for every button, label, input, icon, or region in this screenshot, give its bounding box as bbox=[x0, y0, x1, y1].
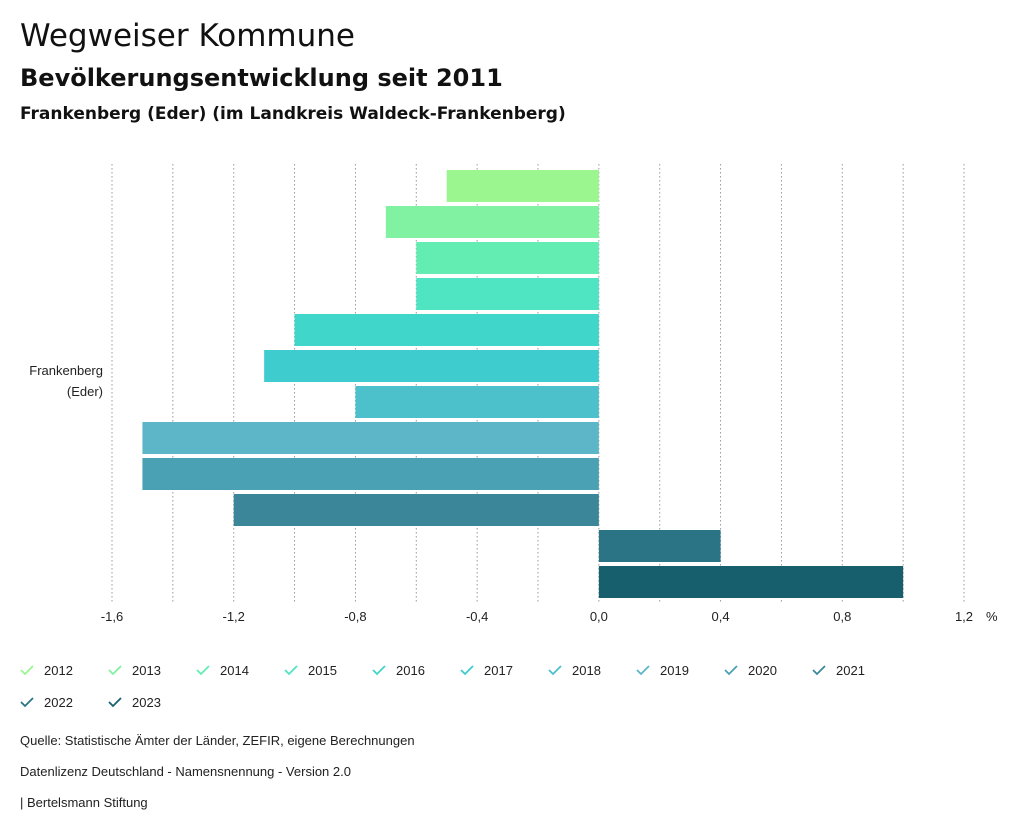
license-note: Datenlizenz Deutschland - Namensnennung … bbox=[20, 764, 351, 779]
bar-chart: -1,6 -1,2 -0,8 -0,4 0,0 0,4 0,8 1,2 % Frankenbe… bbox=[29, 164, 998, 624]
checkmark-icon bbox=[108, 697, 122, 708]
bar-2013[interactable] bbox=[385, 206, 599, 238]
legend-label: 2020 bbox=[748, 662, 777, 678]
legend-label: 2015 bbox=[308, 662, 337, 678]
legend-label: 2013 bbox=[132, 662, 161, 678]
publisher-note: | Bertelsmann Stiftung bbox=[20, 795, 148, 810]
legend-label: 2022 bbox=[44, 694, 73, 710]
checkmark-icon bbox=[196, 665, 210, 676]
legend-item-2016[interactable]: 2016 bbox=[372, 660, 425, 680]
legend-label: 2018 bbox=[572, 662, 601, 678]
x-tick-label: 0,0 bbox=[590, 609, 608, 624]
x-tick-label: 0,4 bbox=[712, 609, 730, 624]
checkmark-icon bbox=[724, 665, 738, 676]
legend-label: 2021 bbox=[836, 662, 865, 678]
legend-item-2012[interactable]: 2012 bbox=[20, 660, 73, 680]
legend-label: 2023 bbox=[132, 694, 161, 710]
legend-item-2021[interactable]: 2021 bbox=[812, 660, 865, 680]
bar-2016[interactable] bbox=[294, 314, 599, 346]
checkmark-icon bbox=[284, 665, 298, 676]
checkmark-icon bbox=[108, 665, 122, 676]
x-tick-label: 0,8 bbox=[833, 609, 851, 624]
checkmark-icon bbox=[20, 665, 34, 676]
x-axis-unit-label: % bbox=[986, 609, 998, 624]
page-title: Wegweiser Kommune bbox=[20, 18, 355, 54]
checkmark-icon bbox=[636, 665, 650, 676]
bar-2022[interactable] bbox=[598, 530, 721, 562]
legend-item-2015[interactable]: 2015 bbox=[284, 660, 337, 680]
legend-item-2022[interactable]: 2022 bbox=[20, 692, 73, 712]
bar-2015[interactable] bbox=[416, 278, 599, 310]
bar-2014[interactable] bbox=[416, 242, 599, 274]
bar-2017[interactable] bbox=[264, 350, 599, 382]
x-axis-ticks: -1,6 -1,2 -0,8 -0,4 0,0 0,4 0,8 1,2 bbox=[101, 609, 973, 624]
legend-item-2018[interactable]: 2018 bbox=[548, 660, 601, 680]
x-tick-label: -1,6 bbox=[101, 609, 123, 624]
checkmark-icon bbox=[548, 665, 562, 676]
legend-item-2023[interactable]: 2023 bbox=[108, 692, 161, 712]
bars bbox=[142, 170, 904, 598]
region-label: Frankenberg (Eder) (im Landkreis Waldeck… bbox=[20, 104, 566, 124]
legend-item-2017[interactable]: 2017 bbox=[460, 660, 513, 680]
legend-item-2020[interactable]: 2020 bbox=[724, 660, 777, 680]
bar-2012[interactable] bbox=[446, 170, 599, 202]
x-tick-label: -1,2 bbox=[223, 609, 245, 624]
bar-2023[interactable] bbox=[598, 566, 904, 598]
checkmark-icon bbox=[460, 665, 474, 676]
source-note: Quelle: Statistische Ämter der Länder, Z… bbox=[20, 733, 415, 748]
category-label-line-2: (Eder) bbox=[67, 384, 103, 399]
bar-2020[interactable] bbox=[142, 458, 599, 490]
category-label-line-1: Frankenberg bbox=[29, 363, 103, 378]
bar-2018[interactable] bbox=[355, 386, 599, 418]
legend-item-2013[interactable]: 2013 bbox=[108, 660, 161, 680]
bar-2021[interactable] bbox=[233, 494, 599, 526]
legend-label: 2014 bbox=[220, 662, 249, 678]
x-tick-label: 1,2 bbox=[955, 609, 973, 624]
bar-2019[interactable] bbox=[142, 422, 599, 454]
legend-item-2014[interactable]: 2014 bbox=[196, 660, 249, 680]
legend-label: 2019 bbox=[660, 662, 689, 678]
x-tick-label: -0,8 bbox=[344, 609, 366, 624]
chart-subtitle: Bevölkerungsentwicklung seit 2011 bbox=[20, 64, 503, 92]
legend-label: 2012 bbox=[44, 662, 73, 678]
legend-label: 2017 bbox=[484, 662, 513, 678]
x-tick-label: -0,4 bbox=[466, 609, 488, 624]
legend-item-2019[interactable]: 2019 bbox=[636, 660, 689, 680]
checkmark-icon bbox=[372, 665, 386, 676]
checkmark-icon bbox=[812, 665, 826, 676]
legend-label: 2016 bbox=[396, 662, 425, 678]
checkmark-icon bbox=[20, 697, 34, 708]
